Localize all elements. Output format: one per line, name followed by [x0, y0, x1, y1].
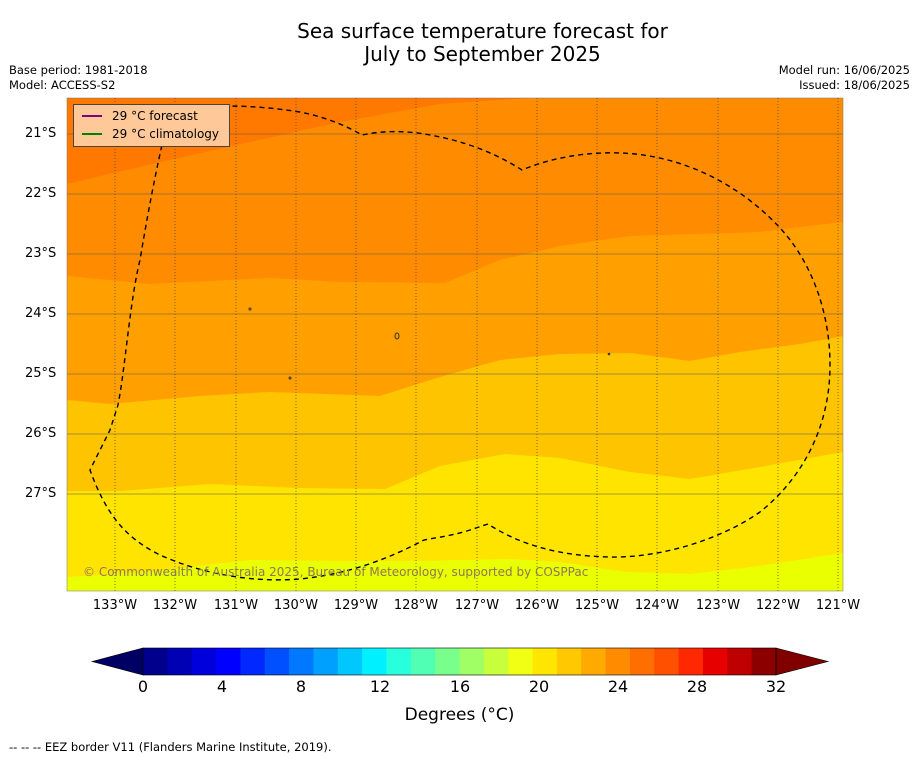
colorbar-segment [289, 648, 314, 675]
colorbar-tick-label: 24 [607, 677, 629, 696]
lon-label: 129°W [333, 598, 379, 613]
colorbar-segment [143, 648, 168, 675]
lon-label: 123°W [695, 598, 741, 613]
lat-label: 24°S [25, 306, 57, 321]
lat-label: 23°S [25, 246, 57, 261]
colorbar-segment [167, 648, 193, 675]
colorbar-segment [751, 648, 777, 675]
model-run: Model run: 16/06/2025 [778, 63, 910, 77]
colorbar-label: Degrees (°C) [404, 705, 515, 725]
lon-label: 128°W [393, 598, 439, 613]
forecast-line-swatch [82, 114, 102, 117]
colorbar-segment [629, 648, 655, 675]
graticule [114, 98, 839, 591]
colorbar-segment [654, 648, 680, 675]
colorbar-frame [142, 647, 777, 676]
colorbar-segment [337, 648, 363, 675]
title-line-1: Sea surface temperature forecast for [297, 19, 668, 43]
lon-label: 133°W [92, 598, 138, 613]
map-frame [66, 97, 844, 592]
colorbar-under-arrow [90, 647, 144, 676]
lon-label: 131°W [213, 598, 259, 613]
colorbar-segment [410, 648, 436, 675]
climatology-line-swatch [82, 132, 102, 135]
lon-label: 125°W [574, 598, 620, 613]
lon-label: 132°W [152, 598, 198, 613]
colorbar-segment [532, 648, 558, 675]
lon-label: 122°W [755, 598, 801, 613]
eez-footnote: -- -- -- EEZ border V11 (Flanders Marine… [9, 740, 332, 754]
lat-label: 22°S [25, 186, 57, 201]
legend-forecast: 29 °C forecast [82, 107, 198, 125]
lon-label: 121°W [815, 598, 861, 613]
colorbar-tick-label: 20 [528, 677, 550, 696]
colorbar-tick-label: 12 [369, 677, 391, 696]
colorbar-segment [216, 648, 241, 675]
colorbar-segment [191, 648, 217, 675]
colorbar-segment [727, 648, 753, 675]
lat-label: 27°S [25, 486, 57, 501]
colorbar-segment [483, 648, 509, 675]
colorbar-segment [362, 648, 387, 675]
colorbar-tick-label: 32 [765, 677, 787, 696]
latitude-lines [67, 133, 843, 495]
chart-title: Sea surface temperature forecast for Jul… [0, 20, 919, 66]
band-sst-29-30 [67, 222, 843, 591]
colorbar-segment [264, 648, 290, 675]
colorbar-segment [702, 648, 728, 675]
band-sst-30-31 [67, 98, 843, 591]
model-name: Model: ACCESS-S2 [9, 78, 116, 92]
model-info-left: Base period: 1981-2018 Model: ACCESS-S2 [9, 63, 148, 93]
lon-label: 124°W [634, 598, 680, 613]
lon-label: 127°W [454, 598, 500, 613]
colorbar-segment [678, 648, 704, 675]
colorbar-tick-label: 8 [295, 677, 307, 696]
lat-label: 25°S [25, 366, 57, 381]
base-period: Base period: 1981-2018 [9, 63, 148, 77]
colorbar [90, 647, 830, 676]
colorbar-tick-label: 4 [216, 677, 228, 696]
colorbar-segment [240, 648, 266, 675]
band-sst-31-32 [67, 98, 843, 591]
colorbar-segment [556, 648, 582, 675]
colorbar-tick-label: 0 [137, 677, 149, 696]
colorbar-segment [508, 648, 534, 675]
colorbar-segment [605, 648, 631, 675]
colorbar-over-arrow [775, 647, 830, 676]
title-line-2: July to September 2025 [364, 42, 601, 66]
lon-label: 130°W [273, 598, 319, 613]
copyright-watermark: © Commonwealth of Australia 2025, Bureau… [83, 565, 589, 579]
model-info-right: Model run: 16/06/2025 Issued: 18/06/2025 [779, 63, 910, 93]
legend-climatology-label: 29 °C climatology [112, 127, 220, 141]
island-marks [248, 307, 611, 380]
lat-label: 26°S [25, 426, 57, 441]
colorbar-segment [386, 648, 412, 675]
colorbar-segment [435, 648, 460, 675]
eez-border [89, 105, 831, 581]
issued-date: Issued: 18/06/2025 [799, 78, 910, 92]
colorbar-tick-label: 28 [686, 677, 708, 696]
colorbar-segment [581, 648, 607, 675]
contour-legend: 29 °C forecast 29 °C climatology [73, 104, 230, 147]
colorbar-tick-label: 16 [449, 677, 471, 696]
lon-label: 126°W [514, 598, 560, 613]
colorbar-segment [313, 648, 339, 675]
lat-label: 21°S [25, 126, 57, 141]
legend-forecast-label: 29 °C forecast [112, 109, 198, 123]
colorbar-segment [459, 648, 485, 675]
legend-climatology: 29 °C climatology [82, 125, 219, 143]
band-sst-28-29 [67, 336, 843, 591]
